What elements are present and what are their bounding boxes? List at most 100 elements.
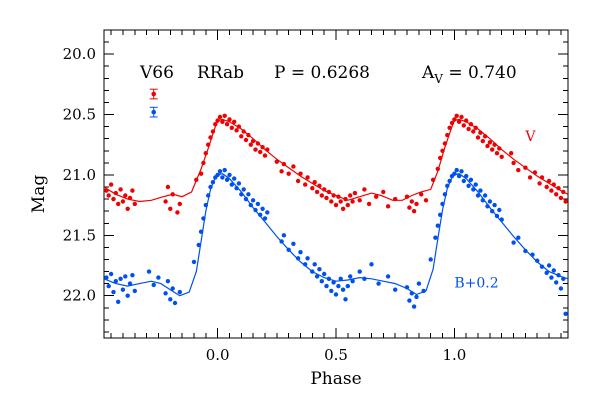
data-point-v (194, 177, 199, 182)
data-point-b (461, 178, 466, 184)
data-point-b (130, 273, 135, 278)
data-point-b (312, 262, 317, 267)
data-point-b (475, 193, 481, 198)
data-point-v (298, 171, 303, 176)
data-point-b (236, 181, 242, 186)
data-point-v (113, 190, 119, 196)
data-point-v (317, 183, 322, 188)
data-point-b (492, 202, 497, 208)
data-point-v (305, 175, 310, 180)
data-point-b (535, 258, 540, 263)
data-point-v (222, 113, 227, 119)
data-point-v (414, 201, 419, 207)
data-point-b (111, 289, 116, 295)
data-point-b (554, 280, 559, 285)
data-point-b (471, 187, 476, 192)
data-point-v (243, 137, 249, 143)
data-point-v (482, 134, 488, 139)
data-point-b (563, 311, 568, 316)
data-point-b (416, 281, 422, 286)
data-point-v (241, 129, 246, 134)
data-point-b (329, 288, 334, 294)
data-point-v (419, 192, 424, 197)
data-point-v (312, 180, 317, 185)
data-point-b (435, 223, 440, 228)
data-point-b (322, 271, 327, 277)
data-point-v (210, 129, 216, 134)
data-point-b (241, 187, 246, 192)
data-point-v (345, 202, 350, 208)
data-point-v (411, 209, 417, 214)
data-point-b (478, 188, 483, 193)
data-point-b (511, 240, 516, 245)
data-point-v (281, 161, 287, 167)
data-point-v (260, 145, 265, 150)
data-point-b (177, 289, 182, 295)
data-point-b (118, 276, 123, 281)
data-point-v (494, 151, 500, 156)
data-point-v (352, 190, 358, 196)
data-point-b (298, 250, 303, 255)
data-point-b (279, 239, 284, 244)
data-point-v (329, 199, 334, 204)
data-point-b (295, 256, 301, 261)
data-point-b (516, 235, 521, 240)
data-point-b (433, 235, 438, 240)
data-point-v (350, 199, 355, 204)
header-star-id: V66 (139, 63, 174, 83)
data-point-b (262, 216, 268, 221)
data-point-b (108, 271, 114, 277)
data-point-b (343, 297, 348, 302)
data-point-v (324, 195, 329, 201)
y-axis-ticks: 20.0 20.5 21.0 21.5 22.0 (63, 29, 568, 333)
data-point-b (369, 262, 374, 267)
data-point-b (191, 259, 197, 265)
data-point-v (206, 142, 211, 147)
data-point-b (350, 279, 355, 284)
y-tick-label: 20.0 (63, 45, 96, 63)
data-point-b (260, 206, 265, 211)
data-point-v (499, 154, 504, 159)
y-tick-label: 20.5 (63, 106, 96, 124)
data-point-b (206, 193, 211, 198)
data-point-b (255, 201, 261, 207)
data-point-v (445, 132, 450, 138)
data-point-b (440, 201, 445, 207)
data-point-v (546, 178, 552, 184)
data-point-v (322, 187, 327, 192)
data-point-b (404, 285, 410, 290)
y-tick-label: 21.0 (63, 166, 96, 184)
data-point-b (530, 252, 535, 257)
data-point-b (494, 213, 500, 219)
data-point-v (326, 189, 332, 195)
data-point-b (229, 182, 234, 187)
data-point-v (331, 193, 336, 198)
data-point-b (227, 172, 232, 178)
data-point-v (123, 193, 128, 198)
header-amplitude: AV = 0.740 (421, 63, 517, 86)
fit-curves (103, 118, 569, 297)
data-point-b (281, 233, 287, 238)
data-point-b (414, 294, 419, 300)
data-point-v (447, 125, 452, 130)
data-point-b (232, 176, 237, 181)
series-label-v: V (524, 129, 536, 145)
data-point-b (459, 169, 464, 174)
data-point-b (454, 167, 459, 173)
data-point-v (177, 201, 182, 207)
data-point-v (539, 175, 545, 180)
data-point-b (487, 199, 493, 204)
data-point-v (314, 189, 320, 195)
data-point-v (385, 204, 391, 209)
data-point-v (213, 122, 218, 127)
data-point-v (248, 142, 253, 147)
data-point-b (265, 210, 270, 215)
data-point-v (516, 167, 521, 173)
data-point-v (262, 153, 268, 158)
data-point-v (423, 198, 429, 203)
data-point-v (544, 184, 549, 190)
data-point-v (116, 201, 121, 207)
data-point-b (438, 212, 443, 217)
data-point-v (255, 141, 261, 146)
